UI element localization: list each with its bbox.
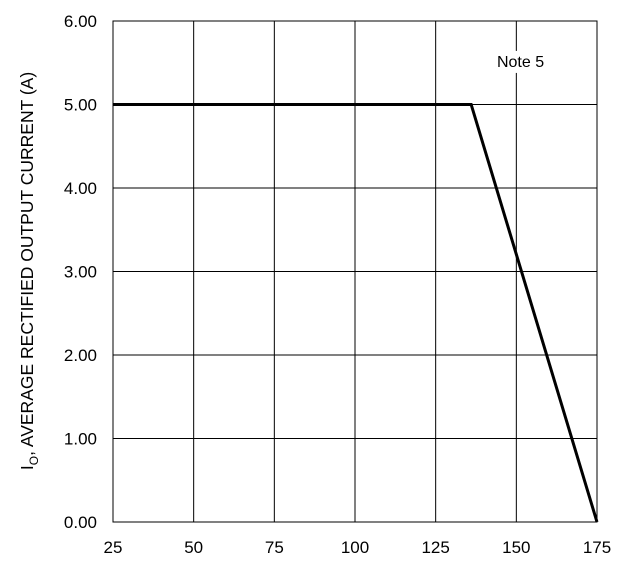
- annotations: Note 5: [494, 50, 559, 73]
- x-tick-label: 125: [421, 538, 449, 557]
- x-tick-label: 25: [104, 538, 123, 557]
- x-tick-label: 175: [583, 538, 611, 557]
- y-axis-label-subscript: O: [27, 456, 41, 465]
- plot-frame: [112, 20, 598, 523]
- y-tick-label: 3.00: [64, 263, 97, 282]
- series-group: [113, 103, 599, 523]
- y-tick-label: 1.00: [64, 430, 97, 449]
- annotation-note: Note 5: [497, 54, 544, 71]
- annotation-background: [494, 50, 559, 73]
- y-tick-label: 2.00: [64, 346, 97, 365]
- x-tick-labels: 25 50 75 100 125 150 175: [104, 538, 612, 557]
- y-tick-label: 6.00: [64, 12, 97, 31]
- y-axis-label: IO, AVERAGE RECTIFIED OUTPUT CURRENT (A): [17, 72, 41, 470]
- series-line-1: [113, 103, 599, 523]
- y-axis-label-text: , AVERAGE RECTIFIED OUTPUT CURRENT (A): [17, 72, 37, 456]
- y-tick-labels: 0.00 1.00 2.00 3.00 4.00 5.00 6.00: [64, 12, 97, 532]
- x-tick-label: 100: [341, 538, 369, 557]
- x-tick-label: 50: [184, 538, 203, 557]
- x-tick-label: 150: [502, 538, 530, 557]
- y-axis-label-symbol: I: [17, 465, 37, 470]
- x-tick-label: 75: [265, 538, 284, 557]
- y-tick-label: 5.00: [64, 96, 97, 115]
- y-tick-label: 0.00: [64, 513, 97, 532]
- y-tick-label: 4.00: [64, 179, 97, 198]
